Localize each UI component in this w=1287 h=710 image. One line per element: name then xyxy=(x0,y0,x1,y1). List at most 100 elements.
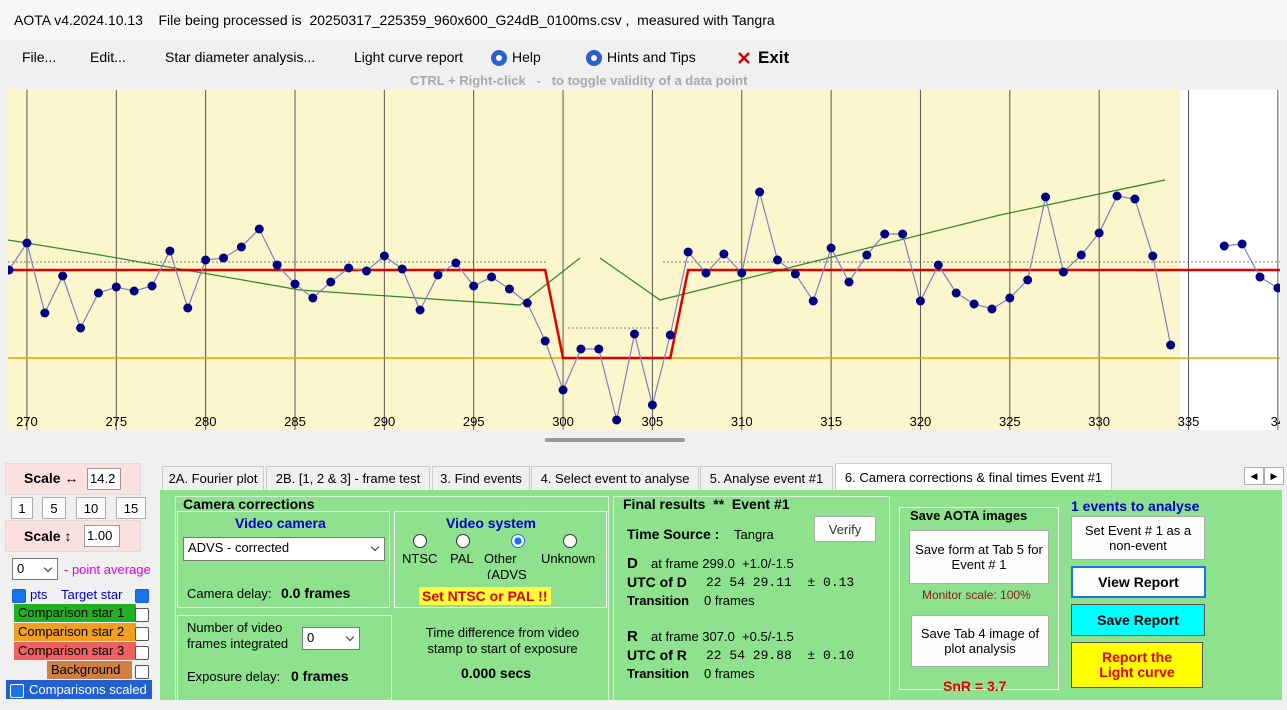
tab[interactable]: 2B. [1, 2 & 3] - frame test xyxy=(266,466,430,491)
light-curve-plot[interactable]: 270 275 280 285 290 295 300 305 310 315 320 325 330 3… xyxy=(8,90,1280,430)
point-average-select[interactable]: 0 xyxy=(12,558,58,580)
report-light-curve-button[interactable]: Report the Light curve xyxy=(1071,642,1203,688)
data-point xyxy=(1023,275,1033,285)
transition-d-value: 0 frames xyxy=(704,593,755,608)
comparison-curve xyxy=(8,179,1166,306)
radio-other[interactable] xyxy=(511,534,525,548)
tab[interactable]: 2A. Fourier plot xyxy=(162,466,264,491)
r-label: R xyxy=(627,628,638,645)
menu-hints[interactable]: Hints and Tips xyxy=(607,49,696,65)
data-point xyxy=(612,415,622,425)
target-label: Target star xyxy=(61,587,123,602)
scale-v-label: Scale ↕ xyxy=(24,528,72,544)
camera-group xyxy=(175,496,609,701)
camera-select[interactable]: ADVS - corrected xyxy=(183,537,385,561)
step-5[interactable]: 5 xyxy=(42,497,66,519)
comp3-check[interactable] xyxy=(135,644,149,660)
data-point xyxy=(201,255,211,265)
splitter[interactable] xyxy=(545,438,685,442)
step-15[interactable]: 15 xyxy=(116,497,146,519)
data-point xyxy=(1005,293,1015,303)
verify-button[interactable]: Verify xyxy=(814,516,876,542)
utc-d-label: UTC of D xyxy=(627,574,687,590)
x-tick-label: 34 xyxy=(1271,414,1280,429)
data-point xyxy=(147,281,157,291)
step-1[interactable]: 1 xyxy=(11,497,33,519)
data-point xyxy=(1148,251,1158,261)
save-form-button[interactable]: Save form at Tab 5 for Event # 1 xyxy=(909,530,1049,584)
d-frame: at frame 299.0 +1.0/-1.5 xyxy=(651,556,794,571)
data-point xyxy=(915,296,925,306)
tab[interactable]: 3. Find events xyxy=(432,466,530,491)
save-tab4-button[interactable]: Save Tab 4 image of plot analysis xyxy=(911,615,1049,667)
radio-pal[interactable] xyxy=(456,534,470,548)
camera-delay-value: 0.0 frames xyxy=(281,585,351,601)
view-report-button[interactable]: View Report xyxy=(1071,566,1206,598)
menu-report[interactable]: Light curve report xyxy=(354,49,463,65)
data-point xyxy=(433,270,443,280)
x-tick-label: 335 xyxy=(1178,414,1200,429)
data-point xyxy=(790,269,800,279)
pts-check[interactable] xyxy=(12,587,26,603)
x-tick-label: 320 xyxy=(910,414,932,429)
events-count: 1 events to analyse xyxy=(1071,498,1200,514)
transition-d-label: Transition xyxy=(627,593,690,608)
data-point xyxy=(290,279,300,289)
tab[interactable]: 4. Select event to analyse xyxy=(531,466,699,491)
utc-d-value: 22 54 29.11 ± 0.13 xyxy=(706,575,855,590)
non-event-button[interactable]: Set Event # 1 as a non-event xyxy=(1071,516,1205,560)
tab-scroll-left[interactable]: ◀ xyxy=(1244,467,1264,485)
data-point xyxy=(1076,250,1086,260)
r-frame: at frame 307.0 +0.5/-1.5 xyxy=(651,629,794,644)
x-tick-label: 315 xyxy=(820,414,842,429)
tab-scroll-right[interactable]: ▶ xyxy=(1264,467,1284,485)
comp1-label: Comparison star 1 xyxy=(14,604,136,622)
x-tick-label: 310 xyxy=(731,414,753,429)
data-point xyxy=(344,263,354,273)
other-label-2: (ADVS xyxy=(487,567,527,579)
step-10[interactable]: 10 xyxy=(76,497,106,519)
monitor-scale: Monitor scale: 100% xyxy=(922,588,1031,602)
data-point xyxy=(40,308,50,318)
x-tick-label: 330 xyxy=(1088,414,1110,429)
hint-text: CTRL + Right-click - to toggle validity … xyxy=(410,73,748,88)
background-check[interactable] xyxy=(135,663,149,679)
tab[interactable]: 5. Analyse event #1 xyxy=(700,466,833,491)
radio-ntsc[interactable] xyxy=(413,534,427,548)
scale-h-input[interactable]: 14.2 xyxy=(87,468,121,490)
data-point xyxy=(183,303,193,313)
target-check[interactable] xyxy=(135,587,149,603)
title-bar xyxy=(0,0,1287,40)
data-point xyxy=(272,260,282,270)
data-point xyxy=(630,329,640,339)
data-point xyxy=(361,266,371,276)
scale-h-label: Scale ↔ xyxy=(24,470,79,486)
save-report-button[interactable]: Save Report xyxy=(1071,604,1205,636)
menu-file[interactable]: File... xyxy=(22,49,57,65)
menu-star[interactable]: Star diameter analysis... xyxy=(165,49,316,65)
tab-selected[interactable]: 6. Camera corrections & final times Even… xyxy=(835,463,1112,491)
scaled-row[interactable]: Comparisons scaled xyxy=(6,680,152,699)
results-group xyxy=(613,496,890,701)
menu-edit[interactable]: Edit... xyxy=(90,49,126,65)
results-title: Final results ** Event #1 xyxy=(623,496,790,512)
other-label: Other xyxy=(484,551,517,566)
comp1-check[interactable] xyxy=(135,606,149,622)
radio-unknown[interactable] xyxy=(563,534,577,548)
integration-box xyxy=(177,615,392,701)
data-point xyxy=(898,229,908,239)
unknown-label: Unknown xyxy=(541,551,596,566)
scale-v-input[interactable]: 1.00 xyxy=(84,525,120,547)
comp2-check[interactable] xyxy=(135,625,149,641)
snr: SnR = 3.7 xyxy=(943,678,1007,694)
data-point xyxy=(1130,194,1140,204)
data-point xyxy=(844,277,854,287)
frames-integrated-select[interactable]: 0 xyxy=(302,627,360,650)
time-diff-value: 0.000 secs xyxy=(461,665,532,681)
data-point xyxy=(1041,192,1051,202)
menu-exit[interactable]: Exit xyxy=(758,48,790,67)
menu-help[interactable]: Help xyxy=(512,49,541,65)
data-point xyxy=(862,250,872,260)
data-point xyxy=(451,258,461,268)
camera-delay-label: Camera delay: xyxy=(187,586,272,601)
